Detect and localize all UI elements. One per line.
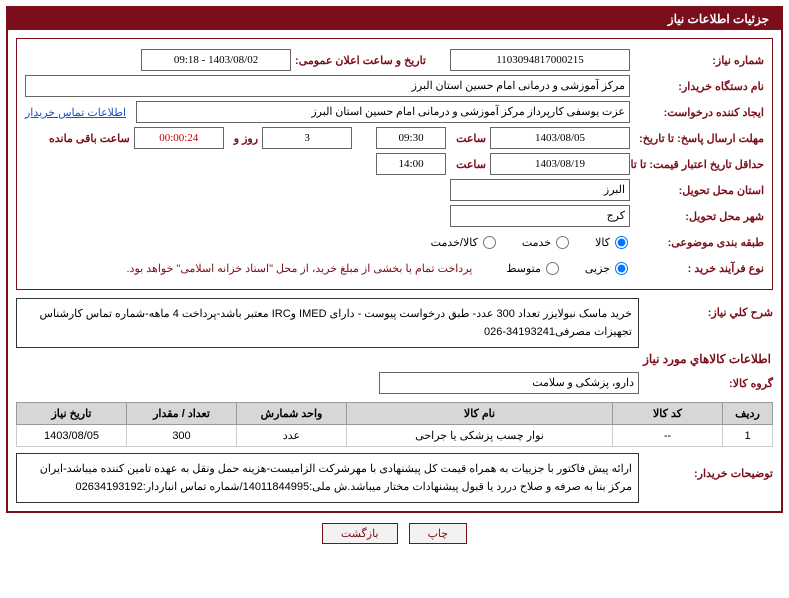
deadline-label: مهلت ارسال پاسخ: تا تاریخ: bbox=[634, 132, 764, 145]
need-no-value: 1103094817000215 bbox=[450, 49, 630, 71]
cell-name: نوار چسب پزشکی یا جراحی bbox=[347, 425, 613, 447]
proc-label: نوع فرآیند خرید : bbox=[634, 262, 764, 275]
cell-unit: عدد bbox=[237, 425, 347, 447]
print-button[interactable]: چاپ bbox=[409, 523, 468, 544]
need-no-label: شماره نیاز: bbox=[634, 54, 764, 67]
cell-row: 1 bbox=[723, 425, 773, 447]
announce-value: 1403/08/02 - 09:18 bbox=[141, 49, 291, 71]
city-label: شهر محل تحویل: bbox=[634, 210, 764, 223]
days-value: 3 bbox=[262, 127, 352, 149]
radio-khadamat-input[interactable] bbox=[556, 236, 569, 249]
th-code: کد کالا bbox=[613, 403, 723, 425]
items-table: ردیف کد کالا نام کالا واحد شمارش تعداد /… bbox=[16, 402, 773, 447]
main-desc-label: شرح کلي نیاز: bbox=[643, 298, 773, 348]
cell-code: -- bbox=[613, 425, 723, 447]
radio-jozei[interactable]: جزیی bbox=[585, 262, 630, 275]
buyer-notes-label: توضیحات خریدار: bbox=[643, 453, 773, 503]
radio-kala[interactable]: کالا bbox=[595, 236, 630, 249]
creator-value: عزت یوسفی کارپرداز مرکز آموزشی و درمانی … bbox=[136, 101, 630, 123]
radio-motevaset-input[interactable] bbox=[546, 262, 559, 275]
goods-section-title: اطلاعات کالاهاي مورد نياز bbox=[16, 348, 773, 370]
th-row: ردیف bbox=[723, 403, 773, 425]
announce-label: تاریخ و ساعت اعلان عمومی: bbox=[295, 54, 426, 67]
th-unit: واحد شمارش bbox=[237, 403, 347, 425]
countdown-value: 00:00:24 bbox=[134, 127, 224, 149]
buyer-dev-label: نام دستگاه خریدار: bbox=[634, 80, 764, 93]
back-button[interactable]: بازگشت bbox=[322, 523, 398, 544]
details-fieldset: شماره نیاز: 1103094817000215 تاریخ و ساع… bbox=[16, 38, 773, 290]
contact-link[interactable]: اطلاعات تماس خریدار bbox=[25, 106, 126, 119]
deadline-time: 09:30 bbox=[376, 127, 446, 149]
table-row: 1 -- نوار چسب پزشکی یا جراحی عدد 300 140… bbox=[17, 425, 773, 447]
time-label-2: ساعت bbox=[456, 158, 486, 171]
radio-kala-khadamat[interactable]: کالا/خدمت bbox=[431, 236, 498, 249]
province-label: استان محل تحویل: bbox=[634, 184, 764, 197]
validity-date: 1403/08/19 bbox=[490, 153, 630, 175]
city-value: کرج bbox=[450, 205, 630, 227]
radio-kala-input[interactable] bbox=[615, 236, 628, 249]
group-value: دارو، پزشکی و سلامت bbox=[379, 372, 639, 394]
cell-qty: 300 bbox=[127, 425, 237, 447]
radio-motevaset[interactable]: متوسط bbox=[506, 262, 561, 275]
remain-label: ساعت باقی مانده bbox=[49, 132, 130, 145]
days-label: روز و bbox=[234, 132, 258, 145]
payment-note: پرداخت تمام یا بخشی از مبلغ خرید، از محل… bbox=[127, 262, 473, 275]
validity-time: 14:00 bbox=[376, 153, 446, 175]
radio-kala-khadamat-input[interactable] bbox=[483, 236, 496, 249]
deadline-date: 1403/08/05 bbox=[490, 127, 630, 149]
cell-date: 1403/08/05 bbox=[17, 425, 127, 447]
main-panel: جزئیات اطلاعات نیاز شماره نیاز: 11030948… bbox=[6, 6, 783, 513]
th-date: تاریخ نیاز bbox=[17, 403, 127, 425]
class-label: طبقه بندی موضوعی: bbox=[634, 236, 764, 249]
panel-title: جزئیات اطلاعات نیاز bbox=[8, 8, 781, 30]
time-label-1: ساعت bbox=[456, 132, 486, 145]
th-name: نام کالا bbox=[347, 403, 613, 425]
creator-label: ایجاد کننده درخواست: bbox=[634, 106, 764, 119]
group-label: گروه کالا: bbox=[643, 377, 773, 390]
buyer-dev-value: مرکز آموزشی و درمانی امام حسین استان الب… bbox=[25, 75, 630, 97]
table-header-row: ردیف کد کالا نام کالا واحد شمارش تعداد /… bbox=[17, 403, 773, 425]
button-bar: چاپ بازگشت bbox=[0, 513, 789, 560]
th-qty: تعداد / مقدار bbox=[127, 403, 237, 425]
province-value: البرز bbox=[450, 179, 630, 201]
radio-jozei-input[interactable] bbox=[615, 262, 628, 275]
main-desc-value: خرید ماسک نبولایزر تعداد 300 عدد- طبق در… bbox=[16, 298, 639, 348]
radio-khadamat[interactable]: خدمت bbox=[522, 236, 571, 249]
buyer-notes-value: ارائه پیش فاکتور با جزییات به همراه قیمت… bbox=[16, 453, 639, 503]
validity-label: حداقل تاریخ اعتبار قیمت: تا تاریخ: bbox=[634, 158, 764, 171]
